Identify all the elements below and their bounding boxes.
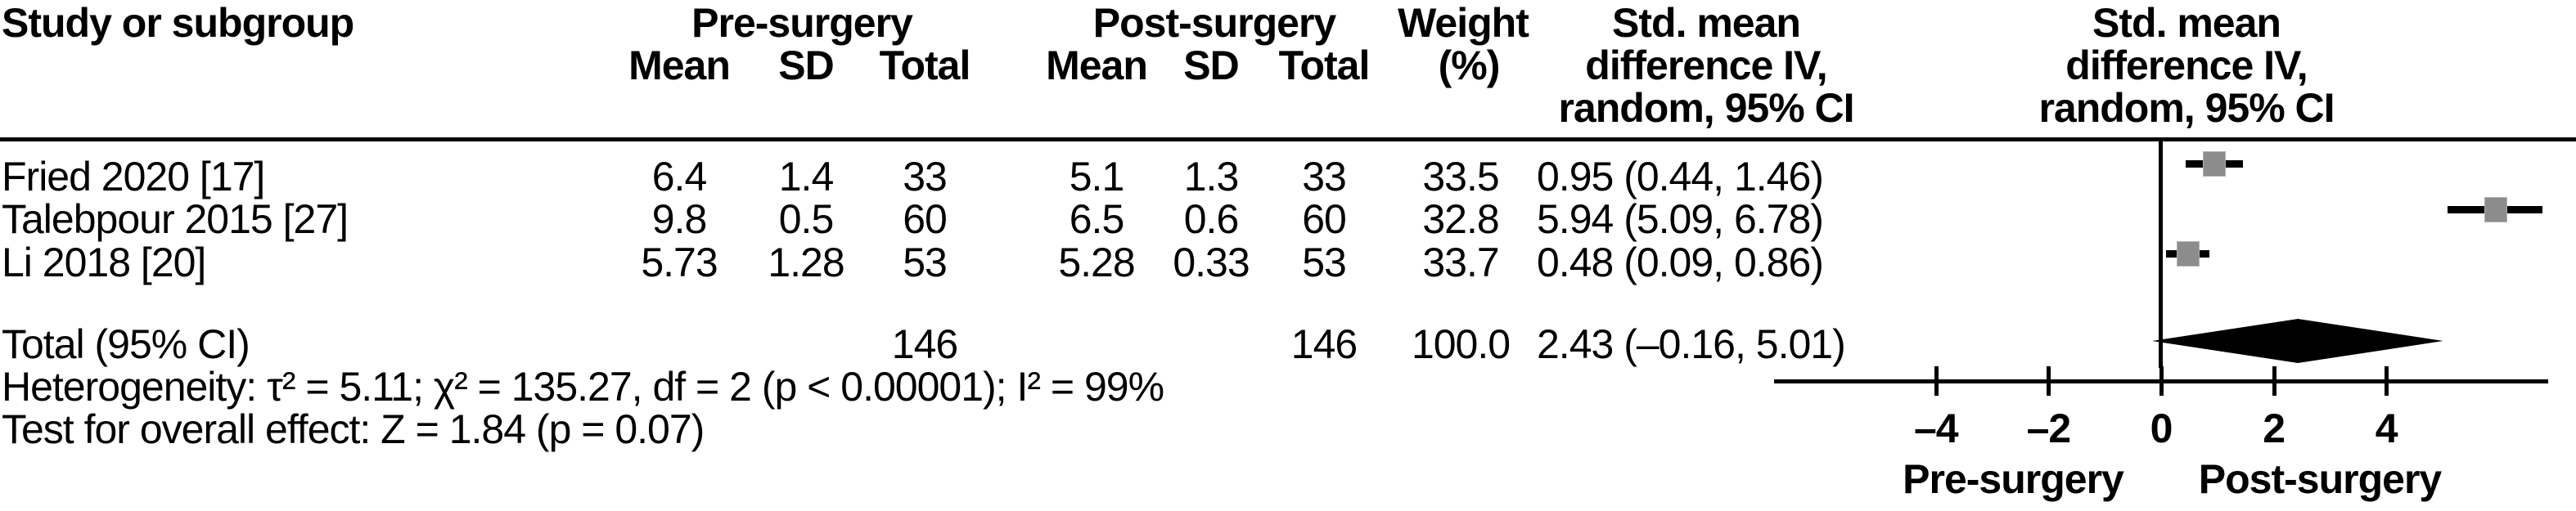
col-header-post-total: Total bbox=[1278, 43, 1371, 88]
col-header-study: Study or subgroup bbox=[2, 0, 354, 46]
col-header-pre-surgery: Pre-surgery bbox=[691, 0, 913, 46]
col-header-smd-text-1: Std. mean bbox=[1612, 0, 1801, 46]
smd-ci-text: 5.94 (5.09, 6.78) bbox=[1537, 196, 1824, 242]
post-total-value: 53 bbox=[1302, 240, 1347, 285]
smd-ci-text: 0.48 (0.09, 0.86) bbox=[1537, 240, 1824, 285]
col-header-post-surgery: Post-surgery bbox=[1092, 0, 1336, 46]
col-header-smd-plot-2: difference IV, bbox=[2065, 43, 2308, 88]
post-sd-value: 0.6 bbox=[1183, 196, 1240, 242]
col-header-weight: Weight bbox=[1398, 0, 1529, 46]
col-header-post-mean: Mean bbox=[1046, 43, 1148, 88]
col-header-smd-text-2: difference IV, bbox=[1585, 43, 1827, 88]
weight-value: 32.8 bbox=[1422, 196, 1499, 242]
total-smd-ci-text: 2.43 (–0.16, 5.01) bbox=[1537, 321, 1846, 367]
col-header-smd-plot-3: random, 95% CI bbox=[2038, 85, 2335, 131]
total-label: Total (95% CI) bbox=[2, 321, 250, 367]
axis-label-pre-surgery: Pre-surgery bbox=[1903, 456, 2124, 502]
weight-value: 33.5 bbox=[1422, 154, 1499, 199]
col-header-weight-pct: (%) bbox=[1438, 43, 1501, 88]
post-mean-value: 5.1 bbox=[1069, 154, 1125, 199]
col-header-post-sd: SD bbox=[1183, 43, 1239, 88]
post-mean-value: 5.28 bbox=[1058, 240, 1135, 285]
pre-sd-value: 1.4 bbox=[778, 154, 835, 199]
heterogeneity-stats: Heterogeneity: τ² = 5.11; χ² = 135.27, d… bbox=[2, 364, 1164, 410]
pre-mean-value: 5.73 bbox=[641, 240, 718, 285]
pre-mean-value: 9.8 bbox=[651, 196, 708, 242]
col-header-smd-plot-1: Std. mean bbox=[2092, 0, 2281, 46]
study-point-marker bbox=[2177, 241, 2200, 267]
axis-tick bbox=[1934, 366, 1939, 396]
axis-tick bbox=[2047, 366, 2051, 396]
col-header-pre-sd: SD bbox=[778, 43, 834, 88]
axis-tick-label: 4 bbox=[2375, 406, 2398, 451]
pre-total-value: 53 bbox=[903, 240, 948, 285]
post-sd-value: 1.3 bbox=[1183, 154, 1240, 199]
header-divider-line bbox=[0, 137, 2576, 141]
pre-total-value: 33 bbox=[903, 154, 948, 199]
smd-ci-text: 0.95 (0.44, 1.46) bbox=[1537, 154, 1824, 199]
axis-tick-label: –4 bbox=[1913, 406, 1959, 451]
pre-sd-value: 1.28 bbox=[768, 240, 844, 285]
post-total-value: 33 bbox=[1302, 154, 1347, 199]
study-label: Fried 2020 [17] bbox=[2, 154, 265, 199]
col-header-pre-mean: Mean bbox=[628, 43, 731, 88]
post-total-value: 60 bbox=[1302, 196, 1347, 242]
study-point-marker bbox=[2203, 151, 2227, 177]
study-point-marker bbox=[2484, 197, 2507, 222]
axis-tick bbox=[2272, 366, 2277, 396]
post-mean-value: 6.5 bbox=[1069, 196, 1125, 242]
pre-sd-value: 0.5 bbox=[778, 196, 835, 242]
total-weight: 100.0 bbox=[1411, 321, 1511, 367]
total-post-total: 146 bbox=[1290, 321, 1358, 367]
col-header-smd-text-3: random, 95% CI bbox=[1558, 85, 1854, 131]
axis-tick-label: 2 bbox=[2263, 406, 2286, 451]
axis-tick-label: 0 bbox=[2150, 406, 2173, 451]
zero-line bbox=[2159, 141, 2163, 368]
col-header-pre-total: Total bbox=[879, 43, 971, 88]
post-sd-value: 0.33 bbox=[1173, 240, 1250, 285]
study-label: Li 2018 [20] bbox=[2, 240, 206, 285]
axis-tick bbox=[2385, 366, 2389, 396]
axis-tick bbox=[2159, 366, 2164, 396]
study-label: Talebpour 2015 [27] bbox=[2, 196, 349, 242]
pre-total-value: 60 bbox=[903, 196, 948, 242]
pre-mean-value: 6.4 bbox=[651, 154, 708, 199]
weight-value: 33.7 bbox=[1422, 240, 1499, 285]
total-pre-total: 146 bbox=[891, 321, 958, 367]
overall-effect-stats: Test for overall effect: Z = 1.84 (p = 0… bbox=[2, 406, 705, 452]
axis-tick-label: –2 bbox=[2026, 406, 2072, 451]
axis-label-post-surgery: Post-surgery bbox=[2198, 456, 2442, 502]
